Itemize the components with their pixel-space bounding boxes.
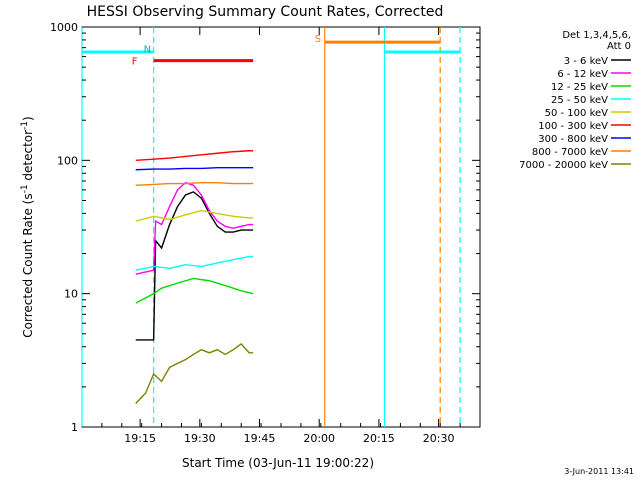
series-line-5 bbox=[135, 150, 254, 162]
y-tick-label-2: 100 bbox=[57, 154, 78, 167]
legend: Det 1,3,4,5,6,Att 0 3 - 6 keV 6 - 12 keV 12… bbox=[519, 30, 631, 171]
chart-title: HESSI Observing Summary Count Rates, Cor… bbox=[87, 4, 444, 20]
y-axis-label-main: Corrected Count Rate (s bbox=[21, 193, 35, 337]
x-tick-label-5: 20:30 bbox=[423, 432, 455, 445]
y-axis-ticks: 1 10 100 1000 bbox=[50, 21, 480, 434]
y-axis-label-mid: detector bbox=[21, 130, 35, 185]
annotation-f: F bbox=[132, 57, 138, 68]
legend-label-0: 3 - 6 keV bbox=[564, 56, 608, 67]
x-tick-label-3: 20:00 bbox=[303, 432, 335, 445]
y-tick-label-3: 1000 bbox=[50, 21, 78, 34]
series-line-6 bbox=[135, 167, 254, 171]
y-axis-label-end: ) bbox=[21, 116, 35, 121]
series-line-8 bbox=[135, 342, 254, 405]
vertical-lines bbox=[81, 27, 461, 427]
y-tick-label-1: 10 bbox=[64, 288, 78, 301]
x-tick-label-4: 20:15 bbox=[363, 432, 395, 445]
legend-label-4: 50 - 100 keV bbox=[545, 108, 609, 119]
legend-label-5: 100 - 300 keV bbox=[538, 121, 608, 132]
legend-label-3: 25 - 50 keV bbox=[551, 95, 608, 106]
x-tick-label-1: 19:30 bbox=[184, 432, 216, 445]
series-line-2 bbox=[135, 277, 254, 304]
plot-frame bbox=[81, 26, 481, 428]
annotation-n: N bbox=[144, 44, 151, 55]
annotation-s: S bbox=[315, 34, 321, 45]
legend-label-2: 12 - 25 keV bbox=[551, 82, 608, 93]
flag-bars: NF S bbox=[82, 34, 461, 68]
x-axis-ticks: 19:15 19:30 19:45 20:00 20:15 20:30 bbox=[101, 27, 461, 445]
series-line-1 bbox=[135, 181, 254, 275]
series-line-0 bbox=[135, 191, 254, 341]
legend-label-7: 800 - 7000 keV bbox=[532, 147, 608, 158]
y-tick-label-0: 1 bbox=[71, 421, 78, 434]
x-tick-label-2: 19:45 bbox=[244, 432, 276, 445]
legend-header-0: Det 1,3,4,5,6, bbox=[562, 30, 631, 41]
legend-label-8: 7000 - 20000 keV bbox=[519, 160, 608, 171]
y-axis-label-sup2: -1 bbox=[20, 121, 30, 130]
footer-date: 3-Jun-2011 13:41 bbox=[564, 467, 634, 476]
y-axis-label: Corrected Count Rate (s-1 detector-1) bbox=[20, 116, 35, 337]
series-line-3 bbox=[135, 255, 254, 271]
x-axis-label: Start Time (03-Jun-11 19:00:22) bbox=[182, 456, 374, 470]
legend-label-6: 300 - 800 keV bbox=[538, 134, 608, 145]
x-tick-label-0: 19:15 bbox=[124, 432, 156, 445]
y-axis-label-sup1: -1 bbox=[20, 184, 30, 193]
series-layer bbox=[135, 150, 254, 405]
series-line-4 bbox=[135, 209, 254, 222]
series-line-7 bbox=[135, 181, 254, 186]
legend-label-1: 6 - 12 keV bbox=[557, 69, 608, 80]
legend-header-1: Att 0 bbox=[607, 41, 631, 52]
